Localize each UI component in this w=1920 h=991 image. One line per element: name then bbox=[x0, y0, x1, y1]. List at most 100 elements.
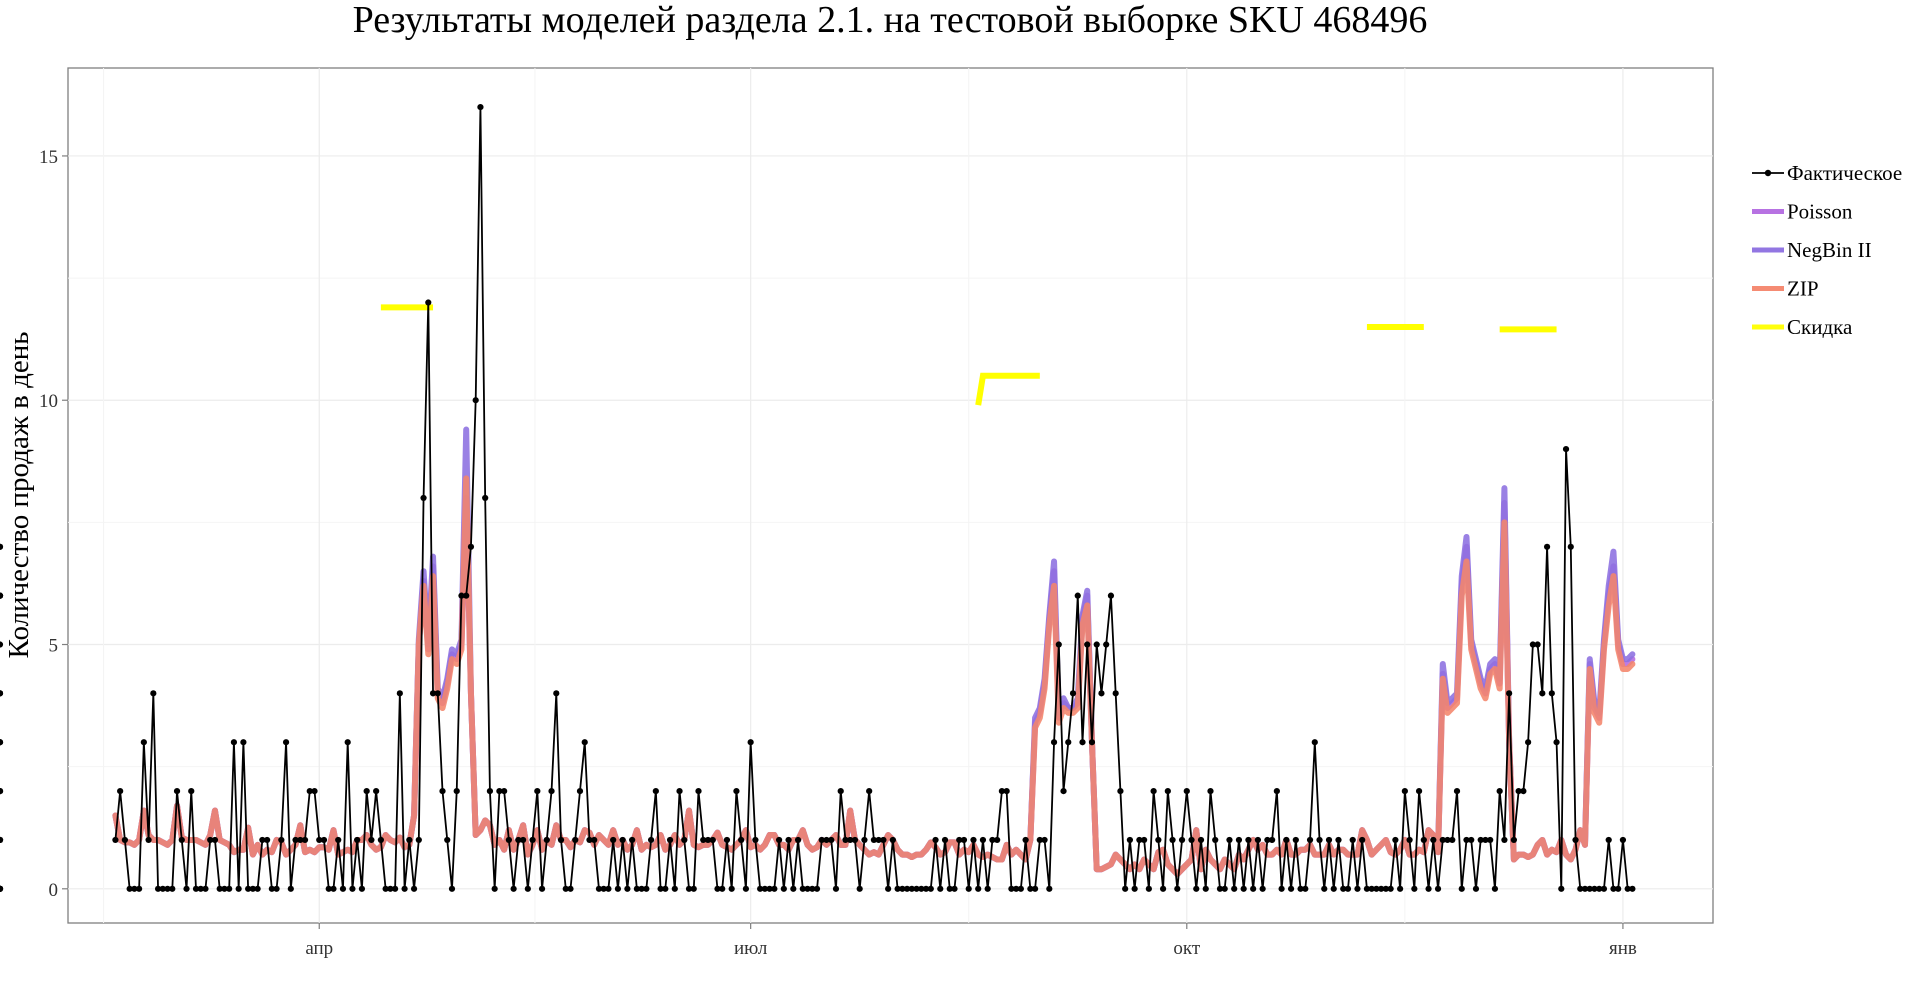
actual-point bbox=[164, 885, 171, 892]
actual-point bbox=[1093, 641, 1100, 648]
actual-point bbox=[1221, 885, 1228, 892]
actual-point bbox=[576, 787, 584, 795]
actual-point bbox=[0, 885, 4, 892]
actual-point bbox=[776, 836, 783, 844]
actual-point bbox=[1188, 836, 1195, 844]
actual-point bbox=[297, 836, 304, 844]
y-tick-label: 15 bbox=[39, 147, 58, 168]
actual-point bbox=[956, 836, 963, 844]
actual-point bbox=[254, 885, 261, 892]
legend: Фактическое Poisson NegBin II ZIP Скидка bbox=[1752, 161, 1902, 339]
actual-point bbox=[1226, 836, 1233, 844]
actual-point bbox=[230, 739, 238, 746]
actual-point bbox=[235, 885, 242, 892]
actual-point bbox=[847, 836, 854, 844]
actual-point bbox=[221, 885, 228, 892]
actual-point bbox=[1088, 739, 1096, 746]
actual-point bbox=[648, 836, 655, 844]
actual-point bbox=[1600, 885, 1608, 892]
actual-point bbox=[889, 836, 896, 844]
actual-point bbox=[320, 836, 328, 844]
actual-point bbox=[908, 885, 915, 892]
actual-point bbox=[1202, 885, 1209, 892]
legend-label: Poisson bbox=[1787, 200, 1853, 224]
actual-point bbox=[543, 836, 550, 844]
actual-point bbox=[1231, 885, 1238, 892]
actual-point bbox=[1022, 836, 1029, 844]
actual-point bbox=[136, 885, 143, 892]
actual-point bbox=[1354, 885, 1361, 892]
actual-point bbox=[1174, 885, 1181, 892]
actual-point bbox=[842, 836, 849, 844]
actual-point bbox=[1017, 885, 1024, 892]
actual-point bbox=[520, 836, 527, 844]
actual-point bbox=[1250, 885, 1257, 892]
actual-point bbox=[396, 690, 403, 697]
actual-point bbox=[249, 885, 256, 892]
actual-point bbox=[1619, 836, 1627, 844]
actual-point bbox=[766, 885, 773, 892]
actual-point bbox=[245, 885, 252, 892]
actual-point bbox=[306, 787, 313, 795]
actual-point bbox=[813, 885, 821, 892]
actual-point bbox=[562, 885, 569, 892]
actual-point bbox=[605, 885, 612, 892]
actual-point bbox=[932, 836, 939, 844]
legend-key-point bbox=[1764, 169, 1772, 177]
actual-point bbox=[1107, 592, 1115, 599]
actual-point bbox=[1145, 885, 1152, 892]
actual-point bbox=[463, 592, 470, 599]
legend-item: ZIP bbox=[1752, 277, 1819, 301]
actual-point bbox=[738, 836, 745, 844]
actual-point bbox=[1278, 885, 1285, 892]
actual-point bbox=[1197, 836, 1205, 844]
actual-point bbox=[420, 494, 427, 502]
actual-point bbox=[1548, 690, 1555, 697]
actual-point bbox=[733, 787, 740, 795]
actual-point bbox=[373, 787, 380, 795]
x-axis: апр июл окт янв bbox=[305, 923, 1637, 959]
series-line-zip bbox=[112, 475, 1636, 878]
actual-point bbox=[922, 885, 930, 892]
actual-point bbox=[785, 836, 792, 844]
actual-point bbox=[1287, 885, 1295, 892]
actual-point bbox=[1316, 836, 1323, 844]
actual-point bbox=[809, 885, 816, 892]
actual-point bbox=[885, 885, 892, 892]
actual-point bbox=[1605, 836, 1612, 844]
actual-point bbox=[1543, 543, 1551, 550]
actual-point bbox=[676, 787, 683, 795]
actual-point bbox=[406, 836, 413, 844]
actual-point bbox=[1050, 739, 1058, 746]
actual-point bbox=[335, 836, 342, 844]
actual-point bbox=[169, 885, 176, 892]
actual-point bbox=[126, 885, 133, 892]
actual-point bbox=[913, 885, 920, 892]
actual-point bbox=[444, 836, 451, 844]
actual-point bbox=[1273, 787, 1280, 795]
actual-point bbox=[439, 787, 446, 795]
actual-point bbox=[1482, 836, 1489, 844]
y-axis: 0 5 10 15 bbox=[39, 147, 68, 901]
actual-point bbox=[0, 787, 4, 795]
actual-point bbox=[567, 885, 574, 892]
actual-point bbox=[1141, 836, 1148, 844]
actual-point bbox=[1506, 690, 1513, 697]
legend-label: Фактическое bbox=[1787, 161, 1902, 185]
legend-item: Фактическое bbox=[1752, 161, 1902, 185]
actual-point bbox=[1382, 885, 1389, 892]
actual-point bbox=[173, 787, 181, 795]
actual-point bbox=[1150, 787, 1157, 795]
actual-point bbox=[410, 885, 418, 892]
actual-point bbox=[723, 836, 731, 844]
actual-point bbox=[1283, 836, 1290, 844]
actual-point bbox=[695, 787, 702, 795]
actual-point bbox=[657, 885, 664, 892]
legend-label: ZIP bbox=[1787, 277, 1819, 301]
actual-point bbox=[472, 397, 479, 404]
actual-point bbox=[591, 836, 598, 844]
actual-point bbox=[757, 885, 764, 892]
actual-point bbox=[1477, 836, 1484, 844]
actual-point bbox=[728, 885, 735, 892]
